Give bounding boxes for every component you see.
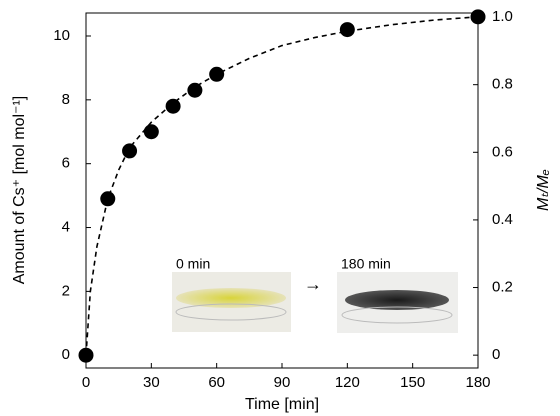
fit-line xyxy=(85,16,479,356)
y2-tick-label: 0.6 xyxy=(492,143,513,160)
y2-tick-label: 0 xyxy=(492,346,500,363)
data-point xyxy=(100,191,116,207)
y-tick-label: 8 xyxy=(62,91,70,108)
annotation: → xyxy=(304,274,322,294)
data-point xyxy=(165,98,181,114)
inset-photo-180 xyxy=(337,272,458,333)
x-tick-label: 0 xyxy=(82,374,90,391)
data-point xyxy=(187,82,203,98)
x-tick-label: 150 xyxy=(400,374,425,391)
y2-axis-label: Mₜ/Mₑ xyxy=(535,169,552,211)
annotation: 0 min xyxy=(176,256,210,272)
annotation: 180 min xyxy=(341,256,391,272)
y-tick-label: 6 xyxy=(62,155,70,172)
x-tick-label: 120 xyxy=(335,374,360,391)
y2-tick-label: 0.8 xyxy=(492,76,513,93)
data-point xyxy=(143,124,159,140)
data-point xyxy=(339,22,355,38)
x-tick-label: 30 xyxy=(143,374,160,391)
data-point xyxy=(122,143,138,159)
y2-tick-label: 0.4 xyxy=(492,211,513,228)
y-tick-label: 10 xyxy=(53,27,70,44)
y2-tick-label: 0.2 xyxy=(492,279,513,296)
y-axis-label: Amount of Cs⁺ [mol mol⁻¹] xyxy=(11,96,28,285)
x-tick-label: 90 xyxy=(274,374,291,391)
inset-photo-0 xyxy=(172,272,291,332)
y2-tick-label: 1.0 xyxy=(492,8,513,25)
y-tick-label: 4 xyxy=(62,219,70,236)
x-tick-label: 60 xyxy=(208,374,225,391)
x-tick-label: 180 xyxy=(465,374,490,391)
y-tick-label: 0 xyxy=(62,346,70,363)
y-tick-label: 2 xyxy=(62,282,70,299)
x-axis-label: Time [min] xyxy=(245,396,319,413)
